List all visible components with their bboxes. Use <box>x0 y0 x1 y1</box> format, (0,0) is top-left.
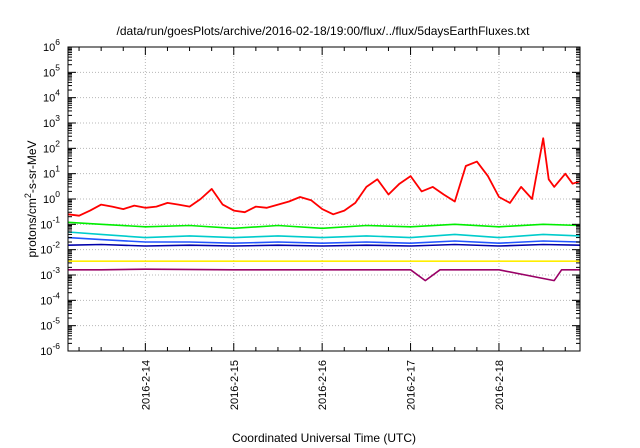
x-tick-label: 2016-2-18 <box>494 360 506 410</box>
y-tick-label: 10-1 <box>40 214 60 231</box>
y-tick-exponent: -2 <box>52 240 60 250</box>
y-tick-label: 100 <box>43 189 60 206</box>
x-tick-label: 2016-2-17 <box>406 360 418 410</box>
y-tick-exponent: 4 <box>55 88 60 98</box>
x-tick-label: 2016-2-14 <box>140 360 152 410</box>
data-series <box>67 137 581 282</box>
series-line-3 <box>67 231 581 239</box>
series-line-4 <box>67 236 581 244</box>
y-tick-label: 106 <box>43 37 60 54</box>
y-tick-base: 10 <box>43 118 55 130</box>
y-tick-exponent: 1 <box>55 164 60 174</box>
y-tick-label: 10-5 <box>40 316 60 333</box>
y-tick-label: 104 <box>43 88 60 105</box>
y-tick-exponent: 0 <box>55 189 60 199</box>
x-tick-label: 2016-2-15 <box>229 360 241 410</box>
chart-title: /data/run/goesPlots/archive/2016-02-18/1… <box>117 24 531 38</box>
y-tick-base: 10 <box>40 219 52 231</box>
y-tick-labels: 10-610-510-410-310-210-11001011021031041… <box>40 37 60 358</box>
y-tick-label: 10-3 <box>40 265 60 282</box>
y-tick-exponent: 6 <box>55 37 60 47</box>
y-tick-label: 103 <box>43 113 60 130</box>
y-tick-exponent: 2 <box>55 138 60 148</box>
y-tick-exponent: -4 <box>52 290 60 300</box>
y-tick-exponent: -6 <box>52 341 60 351</box>
y-tick-label: 105 <box>43 62 60 79</box>
series-line-7 <box>68 268 580 282</box>
y-tick-label: 102 <box>43 138 60 155</box>
series-line-2 <box>67 221 581 230</box>
y-tick-base: 10 <box>40 346 52 358</box>
y-axis-label-main: protons/cm <box>25 198 39 257</box>
y-axis-label-sup: 2 <box>23 193 33 198</box>
y-tick-label: 10-6 <box>40 341 60 358</box>
y-tick-label: 101 <box>43 164 60 181</box>
x-tick-labels: 2016-2-14 2016-2-15 2016-2-16 2016-2-17 2016… <box>140 360 506 410</box>
y-tick-exponent: 3 <box>55 113 60 123</box>
y-axis-label: protons/cm2-s-sr-MeV <box>23 140 39 257</box>
y-tick-base: 10 <box>40 295 52 307</box>
series-line-5 <box>67 243 581 247</box>
series-line-1 <box>67 137 581 217</box>
y-tick-base: 10 <box>43 194 55 206</box>
grid <box>68 47 580 351</box>
y-tick-base: 10 <box>40 270 52 282</box>
y-tick-base: 10 <box>43 169 55 181</box>
y-tick-exponent: -1 <box>52 214 60 224</box>
x-axis-label: Coordinated Universal Time (UTC) <box>232 431 416 445</box>
y-tick-exponent: -3 <box>52 265 60 275</box>
y-tick-label: 10-4 <box>40 290 60 307</box>
y-tick-base: 10 <box>43 93 55 105</box>
y-tick-exponent: -5 <box>52 316 60 326</box>
axis-ticks <box>68 46 580 352</box>
y-axis-label-rest: -s-sr-MeV <box>25 140 39 193</box>
y-tick-base: 10 <box>40 321 52 333</box>
y-tick-base: 10 <box>40 245 52 257</box>
y-tick-exponent: 5 <box>55 62 60 72</box>
y-tick-base: 10 <box>43 67 55 79</box>
y-tick-base: 10 <box>43 42 55 54</box>
y-tick-base: 10 <box>43 143 55 155</box>
x-tick-label: 2016-2-16 <box>317 360 329 410</box>
y-tick-label: 10-2 <box>40 240 60 257</box>
